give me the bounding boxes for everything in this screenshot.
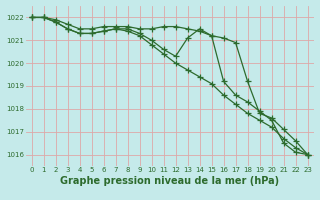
X-axis label: Graphe pression niveau de la mer (hPa): Graphe pression niveau de la mer (hPa): [60, 176, 279, 186]
